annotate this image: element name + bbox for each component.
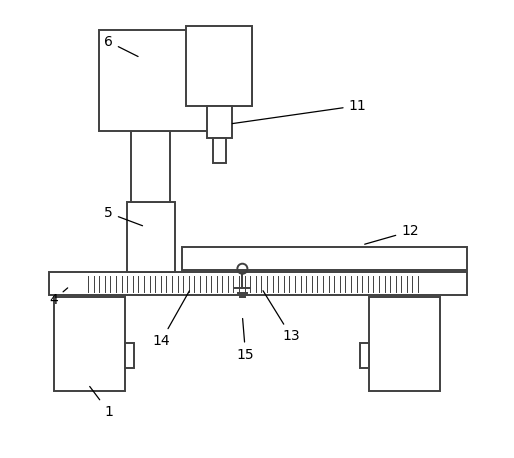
Bar — [186, 26, 252, 106]
Bar — [100, 30, 225, 131]
Text: 4: 4 — [49, 288, 68, 307]
Bar — [225, 30, 252, 106]
Bar — [225, 30, 252, 106]
Text: 1: 1 — [90, 387, 113, 419]
Bar — [132, 131, 170, 202]
Bar — [207, 106, 232, 138]
Bar — [360, 343, 369, 368]
Bar — [369, 298, 439, 391]
Text: 5: 5 — [104, 206, 142, 226]
Bar — [124, 343, 134, 368]
Text: 13: 13 — [263, 291, 300, 344]
Text: 6: 6 — [104, 35, 138, 56]
Bar — [181, 247, 467, 270]
Text: 11: 11 — [232, 99, 366, 124]
Bar — [213, 138, 226, 163]
Text: 15: 15 — [237, 318, 254, 361]
Text: 12: 12 — [365, 224, 419, 244]
Bar — [54, 298, 124, 391]
Bar — [49, 273, 467, 295]
Bar — [127, 202, 175, 273]
Text: 14: 14 — [152, 291, 190, 348]
